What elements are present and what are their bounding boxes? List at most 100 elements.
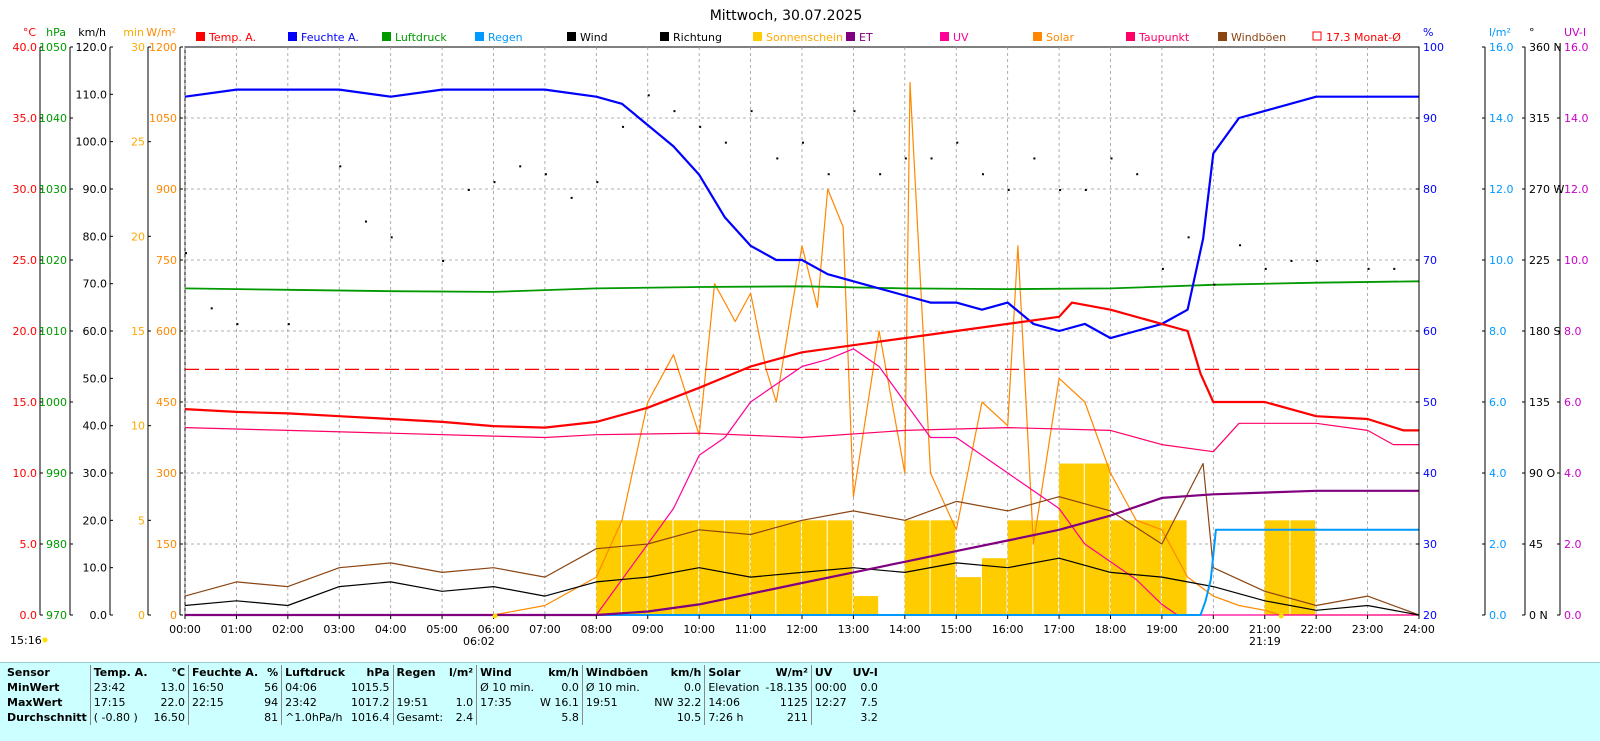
direction-dot: [1367, 267, 1370, 270]
series-lines: [184, 81, 1420, 617]
left-axis-label: 1000: [39, 396, 67, 409]
legend-swatch: [753, 32, 762, 41]
direction-dot: [622, 125, 625, 128]
x-tick-label: 00:00: [169, 623, 201, 636]
stats-time: ( -0.80 ): [89, 710, 151, 725]
stats-value: 94: [264, 696, 279, 709]
stats-header-unit: °C: [171, 666, 186, 679]
right-axis-unit: l/m²: [1489, 26, 1511, 39]
stats-row: MinWert 23:42 13.0 16:50 56 04:06 1015.5 Ø 10 m…: [4, 680, 881, 695]
x-tick-label: 19:00: [1146, 623, 1178, 636]
left-axis-label: 600: [156, 325, 177, 338]
right-axis-label: 0.0: [1564, 609, 1582, 622]
right-axis-label: 30: [1423, 538, 1437, 551]
stats-header: Sensor: [7, 666, 50, 679]
direction-dot: [904, 157, 907, 160]
sunshine-bar: [1136, 520, 1161, 615]
direction-dot: [802, 141, 804, 144]
stats-header-unit: km/h: [670, 666, 702, 679]
left-axis-label: 20.0: [13, 325, 38, 338]
left-axis-label: 1010: [39, 325, 67, 338]
right-axis-label: 315: [1529, 112, 1550, 125]
current-time-label: 15:16: [10, 634, 42, 647]
direction-dot: [750, 110, 753, 113]
left-axis-label: 5: [138, 514, 145, 527]
left-axis-label: 10.0: [83, 562, 108, 575]
stats-value: 211: [786, 711, 808, 724]
sunshine-bar: [1084, 463, 1110, 615]
stats-time: 23:42: [89, 680, 151, 695]
left-axis-label: 30.0: [13, 183, 38, 196]
legend-label: Wind: [580, 31, 608, 44]
direction-dot: [1213, 283, 1216, 286]
direction-dot: [1007, 189, 1010, 191]
left-axis-label: 30: [131, 41, 145, 54]
stats-header: Luftdruck: [281, 665, 349, 680]
left-axis-label: 990: [46, 467, 67, 480]
legend-swatch: [660, 32, 669, 41]
right-axis-unit: °: [1529, 26, 1535, 39]
x-tick-label: 04:00: [375, 623, 407, 636]
stats-value: [446, 680, 477, 695]
direction-dot: [210, 307, 213, 310]
left-axis-label: 1040: [39, 112, 67, 125]
legend-label: Sonnenschein: [766, 31, 843, 44]
legend-label: Luftdruck: [395, 31, 447, 44]
legend-swatch: [1312, 31, 1322, 41]
stats-time: 17:15: [89, 695, 151, 710]
left-axis-label: 40.0: [13, 41, 38, 54]
direction-dot: [1290, 260, 1293, 262]
direction-dot: [442, 260, 445, 262]
stats-value: 5.8: [561, 711, 579, 724]
direction-dot: [1264, 267, 1267, 270]
stats-time: 7:26 h: [704, 710, 763, 725]
stats-value: NW 32.2: [654, 696, 702, 709]
direction-dot: [724, 141, 727, 144]
right-axis-label: 4.0: [1564, 467, 1582, 480]
sunset-label: 21:19: [1249, 635, 1281, 648]
series-feuchte-a-: [184, 88, 1419, 340]
direction-dot: [1033, 157, 1036, 160]
stats-value: 2.4: [455, 711, 474, 724]
right-axis-label: 16.0: [1489, 41, 1514, 54]
stats-time: [392, 680, 447, 695]
right-axis-label: 10.0: [1564, 254, 1589, 267]
series-windb-en: [184, 462, 1420, 616]
stats-value: 1125: [779, 696, 808, 709]
direction-dot: [493, 181, 496, 184]
left-axis-label: 30.0: [83, 467, 108, 480]
stats-value: 10.5: [676, 711, 702, 724]
sunshine-bar: [647, 520, 673, 615]
left-axis-label: 150: [156, 538, 177, 551]
right-axis-label: 10.0: [1489, 254, 1514, 267]
x-tick-label: 16:00: [992, 623, 1024, 636]
right-axis-label: 80: [1423, 183, 1437, 196]
legend-label: Taupunkt: [1138, 31, 1190, 44]
legend-label: Regen: [488, 31, 523, 44]
stats-time: Elevation: [704, 680, 763, 695]
direction-dot: [1161, 267, 1164, 270]
x-tick-label: 09:00: [632, 623, 664, 636]
direction-dot: [1084, 189, 1087, 191]
right-axis-unit: %: [1423, 26, 1433, 39]
right-axis-label: 0 N: [1529, 609, 1548, 622]
stats-value: 0.0: [683, 681, 702, 694]
left-axis-unit: min: [123, 26, 144, 39]
left-axis-label: 15.0: [13, 396, 38, 409]
stats-time: Gesamt:: [392, 710, 447, 725]
current-time-marker: [42, 637, 48, 643]
series-temp-a-: [184, 301, 1419, 432]
direction-dot: [879, 173, 882, 176]
stats-time: 14:06: [704, 695, 763, 710]
left-axis-label: 1050: [39, 41, 67, 54]
sunshine-bar: [776, 520, 801, 615]
direction-dot: [827, 173, 830, 176]
x-tick-label: 02:00: [272, 623, 304, 636]
stats-time: 19:51: [392, 695, 447, 710]
legend-label: 17.3 Monat-Ø: [1326, 31, 1401, 44]
direction-dot: [570, 196, 573, 199]
stats-row-label: MaxWert: [7, 696, 63, 709]
stats-time: 16:50: [188, 680, 262, 695]
left-axis-label: 70.0: [83, 278, 108, 291]
chart-title: Mittwoch, 30.07.2025: [710, 8, 863, 24]
